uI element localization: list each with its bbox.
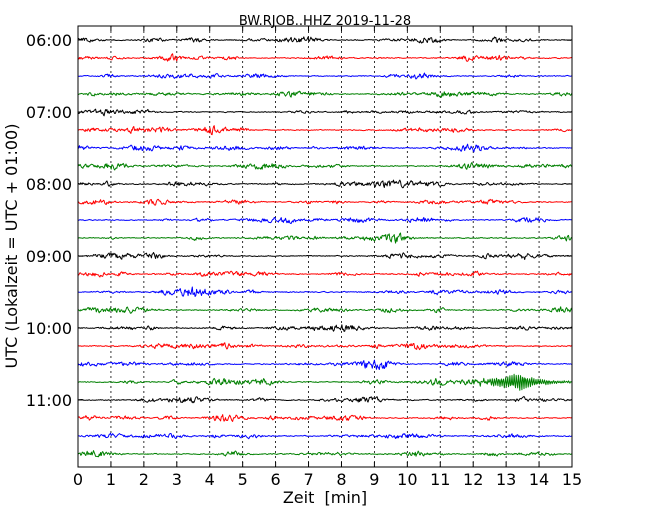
x-tick-label: 11 (430, 470, 450, 489)
x-tick-label: 12 (463, 470, 483, 489)
y-tick-label: 09:00 (26, 247, 72, 266)
chart-title: BW.RJOB..HHZ 2019-11-28 (239, 14, 411, 29)
trace-0715 (77, 125, 573, 136)
x-tick-label: 2 (139, 470, 149, 489)
x-tick-label: 13 (496, 470, 516, 489)
trace-0645 (78, 90, 573, 98)
y-axis-label: UTC (Lokalzeit = UTC + 01:00) (2, 124, 21, 369)
trace-1130 (77, 432, 573, 440)
trace-0915 (77, 270, 573, 278)
trace-0845 (77, 232, 573, 244)
y-tick-label: 10:00 (26, 319, 72, 338)
trace-0700 (77, 108, 573, 117)
trace-0800 (77, 179, 573, 189)
trace-0745 (77, 162, 573, 171)
trace-1030 (77, 359, 572, 370)
x-tick-label: 8 (336, 470, 346, 489)
trace-0730 (77, 143, 572, 153)
y-tick-label: 08:00 (26, 175, 72, 194)
x-tick-label: 9 (369, 470, 379, 489)
x-tick-label: 6 (271, 470, 281, 489)
x-tick-label: 0 (73, 470, 83, 489)
x-tick-label: 10 (397, 470, 417, 489)
trace-1015 (77, 342, 573, 351)
y-axis-ticks: 06:00 07:00 08:00 09:00 10:00 11:00 (26, 31, 572, 410)
trace-1045 (77, 373, 573, 391)
trace-0930 (77, 286, 573, 297)
trace-1115 (77, 414, 573, 422)
trace-1100 (77, 395, 573, 404)
x-tick-label: 7 (303, 470, 313, 489)
trace-1145 (77, 450, 573, 458)
x-tick-label: 1 (106, 470, 116, 489)
x-axis-ticks: 0 1 2 3 4 5 6 7 8 9 10 11 12 13 14 15 (73, 26, 582, 489)
seismic-traces (77, 36, 573, 458)
x-tick-label: 5 (238, 470, 248, 489)
x-tick-label: 3 (172, 470, 182, 489)
trace-0600 (77, 36, 573, 44)
y-tick-label: 07:00 (26, 103, 72, 122)
trace-0615 (77, 53, 573, 62)
x-tick-label: 4 (205, 470, 215, 489)
y-tick-label: 11:00 (26, 391, 72, 410)
y-tick-label: 06:00 (26, 31, 72, 50)
x-tick-label: 14 (529, 470, 549, 489)
trace-0945 (77, 306, 573, 314)
trace-0815 (78, 198, 573, 206)
x-tick-label: 15 (562, 470, 582, 489)
trace-0630 (77, 72, 572, 80)
vertical-gridlines (110, 26, 540, 467)
plot-frame (77, 25, 573, 468)
trace-0830 (78, 217, 573, 225)
trace-0900 (78, 252, 572, 260)
trace-1000 (77, 324, 573, 332)
x-axis-label: Zeit [min] (283, 488, 367, 507)
